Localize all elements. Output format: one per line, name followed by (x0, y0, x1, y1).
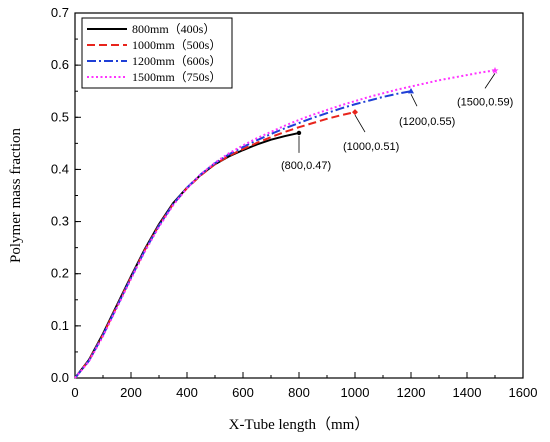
annotation-marker (296, 130, 302, 136)
legend-label: 1500mm（750s） (132, 70, 221, 84)
y-tick-label: 0.3 (51, 214, 69, 229)
x-tick-label: 800 (288, 385, 310, 400)
legend-label: 1200mm（600s） (132, 54, 221, 68)
legend: 800mm（400s） 1000mm（500s） 1200mm（600s） 1500m… (81, 17, 233, 89)
annotation-label: (1000,0.51) (343, 141, 399, 153)
series-line-4 (74, 69, 496, 379)
legend-label: 1000mm（500s） (132, 38, 221, 52)
x-axis: 0 200 400 600 800 1000 1200 1400 1600 (71, 372, 537, 400)
y-axis-title: Polymer mass fraction (8, 128, 24, 263)
x-tick-label: 400 (176, 385, 198, 400)
annotation-label: (1500,0.59) (457, 96, 513, 108)
annotation-arrow (354, 114, 366, 133)
y-tick-label: 0.1 (51, 318, 69, 333)
annotation-label: (1200,0.55) (399, 116, 455, 128)
series-line-3 (74, 90, 412, 379)
x-axis-title: X-Tube length（mm） (229, 416, 370, 433)
y-tick-label: 0.0 (51, 370, 69, 385)
x-tick-label: 0 (71, 385, 78, 400)
annotation-marker (491, 66, 499, 74)
annotation-layer: (800,0.47) (1000,0.51) (1200,0.55)(1500,0.… (281, 66, 513, 172)
y-tick-label: 0.4 (51, 161, 69, 176)
y-tick-label: 0.5 (51, 109, 69, 124)
x-tick-label: 600 (232, 385, 254, 400)
series-line-1 (74, 131, 300, 379)
x-tick-label: 1600 (509, 385, 538, 400)
series-layer (74, 69, 496, 379)
x-tick-label: 1000 (341, 385, 370, 400)
annotation-label: (800,0.47) (281, 160, 331, 172)
annotation-marker (408, 88, 414, 94)
annotation-marker (352, 109, 358, 116)
y-tick-label: 0.7 (51, 5, 69, 20)
y-tick-label: 0.2 (51, 266, 69, 281)
annotation-arrow (484, 73, 496, 89)
legend-label: 800mm（400s） (132, 22, 215, 36)
x-tick-label: 1200 (397, 385, 426, 400)
series-line-2 (74, 111, 356, 379)
x-tick-label: 1400 (453, 385, 482, 400)
y-axis: 0.0 0.1 0.2 0.3 0.4 0.5 0.6 0.7 (51, 5, 81, 385)
y-tick-label: 0.6 (51, 57, 69, 72)
x-tick-label: 200 (120, 385, 142, 400)
annotation-arrow (410, 94, 418, 107)
